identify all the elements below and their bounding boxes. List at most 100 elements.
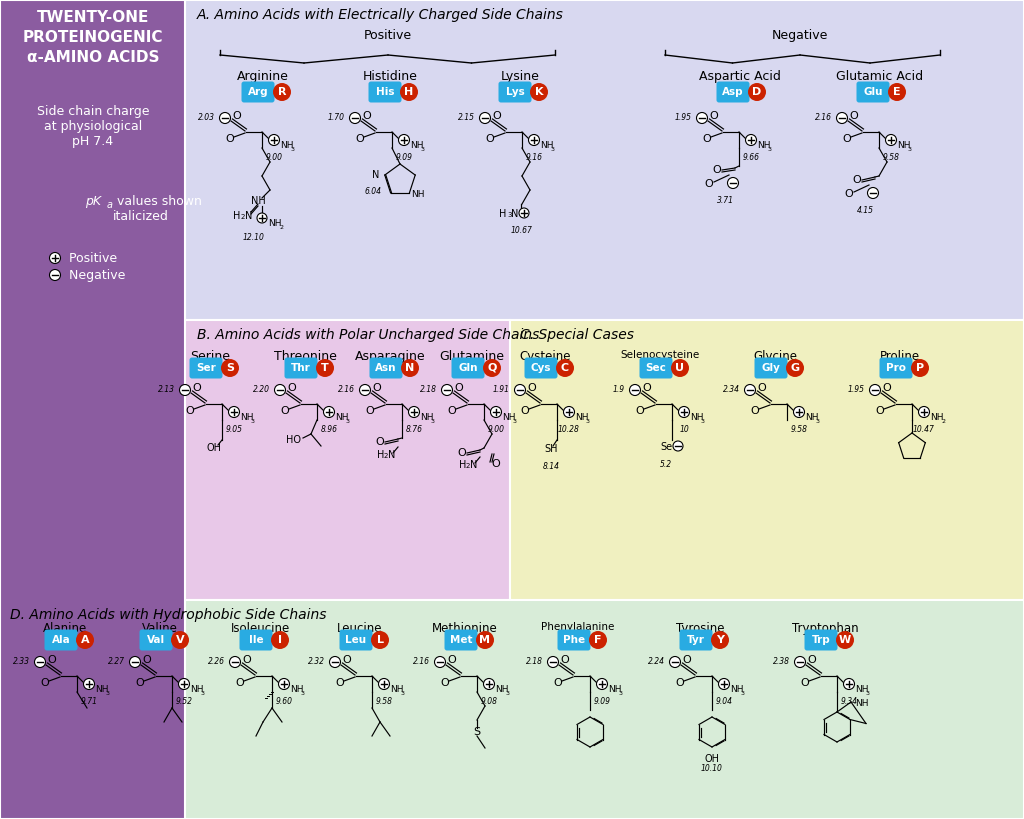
Text: 3: 3 <box>513 419 517 424</box>
Circle shape <box>748 83 766 101</box>
Text: O: O <box>232 111 242 121</box>
Circle shape <box>679 406 689 418</box>
Text: NH: NH <box>410 141 424 150</box>
Text: Glu: Glu <box>863 87 883 97</box>
Text: O: O <box>376 437 384 447</box>
FancyBboxPatch shape <box>139 630 172 650</box>
Text: NH: NH <box>95 685 109 694</box>
Text: M: M <box>479 635 490 645</box>
Text: O: O <box>676 678 684 688</box>
Text: 10.28: 10.28 <box>558 425 580 434</box>
Text: R: R <box>278 87 287 97</box>
Text: Isoleucine: Isoleucine <box>230 622 290 635</box>
Text: 9.60: 9.60 <box>275 697 293 706</box>
Text: SH: SH <box>544 444 558 454</box>
Text: H: H <box>459 460 466 470</box>
Text: Ala: Ala <box>51 635 71 645</box>
Text: Q: Q <box>487 363 497 373</box>
Circle shape <box>483 359 501 377</box>
Circle shape <box>886 134 896 146</box>
Text: NH: NH <box>930 413 943 422</box>
Text: NH: NH <box>855 685 868 694</box>
Text: O: O <box>362 111 372 121</box>
Text: Positive: Positive <box>364 29 412 42</box>
Text: O: O <box>853 175 861 185</box>
Circle shape <box>273 83 291 101</box>
Text: O: O <box>751 406 760 416</box>
Text: TWENTY-ONE: TWENTY-ONE <box>37 10 150 25</box>
Text: O: O <box>850 111 858 121</box>
Text: N: N <box>388 450 395 460</box>
Text: 2.33: 2.33 <box>13 658 30 667</box>
Text: 2.16: 2.16 <box>413 658 430 667</box>
Text: 2: 2 <box>466 463 470 469</box>
Text: Sec: Sec <box>645 363 667 373</box>
Circle shape <box>257 213 267 223</box>
FancyBboxPatch shape <box>242 82 274 102</box>
Text: O: O <box>185 406 195 416</box>
FancyBboxPatch shape <box>0 320 510 600</box>
Text: H: H <box>232 211 240 221</box>
Text: 8.76: 8.76 <box>406 425 423 434</box>
Text: Serine: Serine <box>190 350 230 363</box>
Text: His: His <box>376 87 394 97</box>
Text: 6.04: 6.04 <box>365 188 382 197</box>
Circle shape <box>530 83 548 101</box>
Text: NH: NH <box>390 685 403 694</box>
Text: A: A <box>81 635 89 645</box>
Text: Thr: Thr <box>291 363 311 373</box>
Text: 1.9: 1.9 <box>613 386 625 395</box>
Text: NH: NH <box>335 413 348 422</box>
Text: I: I <box>278 635 282 645</box>
Text: O: O <box>520 406 529 416</box>
Text: Glutamic Acid: Glutamic Acid <box>837 70 924 83</box>
Text: 1.91: 1.91 <box>493 386 510 395</box>
Text: 9.71: 9.71 <box>81 697 97 706</box>
Circle shape <box>490 406 502 418</box>
Text: 5.2: 5.2 <box>659 460 672 469</box>
Text: Ile: Ile <box>249 635 263 645</box>
Circle shape <box>786 359 804 377</box>
FancyBboxPatch shape <box>880 358 912 378</box>
Circle shape <box>744 384 756 396</box>
Text: G: G <box>791 363 800 373</box>
Text: α-AMINO ACIDS: α-AMINO ACIDS <box>27 50 160 65</box>
Text: OH: OH <box>207 443 221 453</box>
Text: S: S <box>226 363 234 373</box>
Circle shape <box>844 678 854 690</box>
Circle shape <box>795 657 806 667</box>
Text: N: N <box>470 460 477 470</box>
Text: NH: NH <box>420 413 433 422</box>
Text: O: O <box>135 678 144 688</box>
FancyBboxPatch shape <box>444 630 477 650</box>
Text: 2.20: 2.20 <box>253 386 270 395</box>
Text: 3: 3 <box>618 691 623 696</box>
Text: O: O <box>845 189 853 199</box>
Text: 3: 3 <box>768 147 772 152</box>
Text: NH: NH <box>575 413 589 422</box>
Text: W: W <box>839 635 851 645</box>
Text: Proline: Proline <box>880 350 920 363</box>
Text: 1.70: 1.70 <box>328 114 345 123</box>
Text: O: O <box>683 655 691 665</box>
Text: 3: 3 <box>551 147 555 152</box>
Circle shape <box>228 406 240 418</box>
Text: NH: NH <box>757 141 770 150</box>
Text: Trp: Trp <box>812 635 830 645</box>
Text: 10.47: 10.47 <box>913 425 935 434</box>
Text: 2.15: 2.15 <box>458 114 475 123</box>
Text: NH: NH <box>495 685 509 694</box>
Circle shape <box>400 83 418 101</box>
Text: OH: OH <box>705 754 720 764</box>
Text: 9.66: 9.66 <box>742 153 760 162</box>
Circle shape <box>745 134 757 146</box>
Text: O: O <box>447 406 457 416</box>
Circle shape <box>794 406 805 418</box>
FancyBboxPatch shape <box>717 82 750 102</box>
Text: O: O <box>225 134 234 144</box>
Text: 8.14: 8.14 <box>543 462 559 471</box>
Circle shape <box>867 188 879 198</box>
FancyBboxPatch shape <box>340 630 373 650</box>
Text: NH: NH <box>280 141 294 150</box>
Text: O: O <box>493 111 502 121</box>
